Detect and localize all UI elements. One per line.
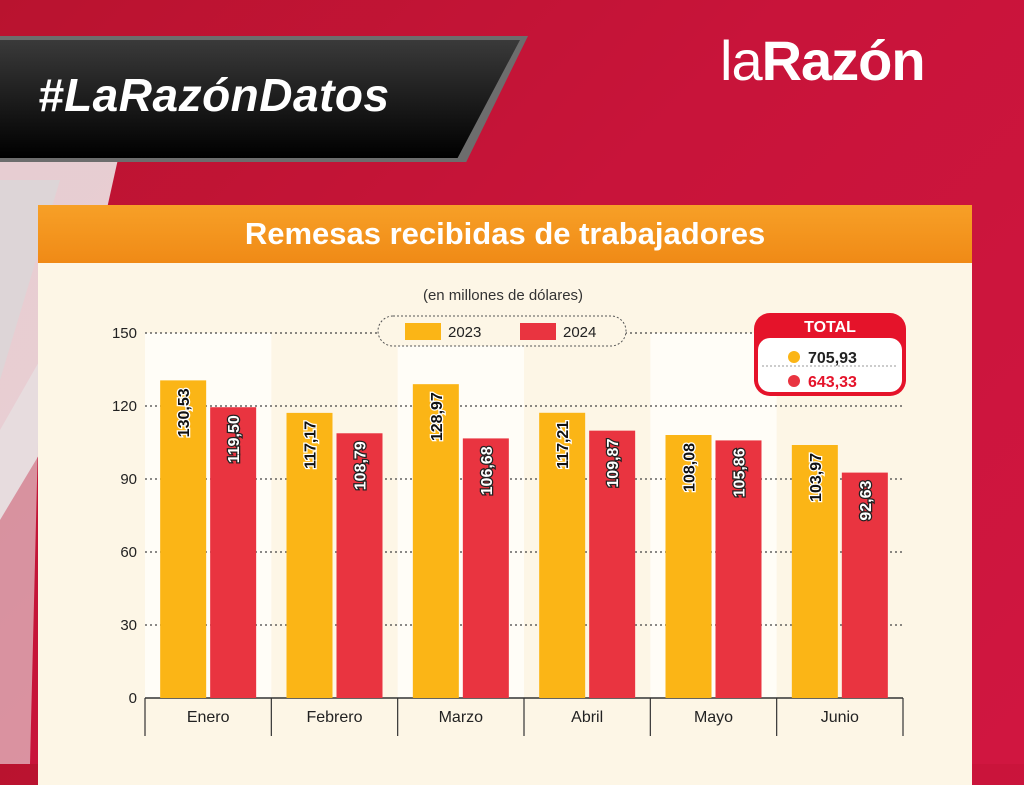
data-label-2024: 92,63	[858, 481, 875, 521]
x-tick-label: Abril	[571, 709, 603, 726]
totals-dot-2024	[788, 375, 800, 387]
y-tick-label: 120	[112, 398, 137, 415]
bar-2023	[160, 380, 207, 698]
bar-2023	[539, 412, 586, 698]
data-label-2024: 105,86	[732, 448, 749, 497]
y-tick-label: 90	[120, 471, 137, 488]
logo-light-text: la	[720, 29, 763, 92]
x-tick-label: Mayo	[694, 709, 733, 726]
data-label-2023: 130,53	[176, 388, 193, 437]
bar-2023	[412, 384, 459, 698]
totals-title: TOTAL	[804, 319, 856, 336]
hashtag-banner	[0, 40, 520, 158]
legend-label-2024: 2024	[563, 324, 596, 341]
data-label-2024: 109,87	[605, 439, 622, 488]
data-label-2024: 108,79	[353, 441, 370, 490]
totals-box: TOTAL 705,93 643,33	[754, 313, 906, 396]
y-tick-label: 150	[112, 325, 137, 342]
chart-title: Remesas recibidas de trabajadores	[244, 216, 766, 251]
x-tick-label: Marzo	[439, 709, 484, 726]
legend: 2023 2024	[377, 315, 627, 347]
totals-value-2023: 705,93	[808, 350, 857, 367]
y-tick-label: 60	[120, 544, 137, 561]
bar-2024	[715, 440, 762, 698]
bar-2024	[210, 407, 257, 698]
hashtag-label: #LaRazónDatos	[38, 69, 390, 121]
bar-2023	[286, 412, 333, 698]
bar-chart: 0 30 60 90 120 150 Enero Febrero Marzo Abril Mayo J…	[112, 287, 906, 736]
data-label-2023: 103,97	[808, 453, 825, 502]
data-label-2023: 128,97	[429, 392, 446, 441]
totals-dot-2023	[788, 351, 800, 363]
x-tick-label: Enero	[187, 709, 230, 726]
bar-2024	[589, 430, 636, 698]
data-label-2024: 119,50	[226, 415, 243, 463]
title-bar	[38, 205, 972, 263]
legend-swatch-2024	[520, 323, 556, 340]
bar-2024	[841, 472, 888, 698]
brand-logo: laRazón	[720, 28, 926, 93]
totals-value-2024: 643,33	[808, 374, 857, 391]
bar-2024	[462, 438, 509, 698]
logo-bold-text: Razón	[761, 29, 926, 92]
bar-2023	[791, 445, 838, 698]
bar-2024	[336, 433, 383, 698]
y-tick-label: 0	[129, 690, 137, 707]
chart-subtitle: (en millones de dólares)	[423, 287, 583, 304]
data-label-2023: 108,08	[682, 443, 699, 492]
data-label-2023: 117,21	[555, 421, 572, 469]
x-tick-label: Junio	[821, 709, 859, 726]
legend-swatch-2023	[405, 323, 441, 340]
data-label-2024: 106,68	[479, 446, 496, 495]
y-tick-label: 30	[120, 617, 137, 634]
x-tick-label: Febrero	[306, 709, 362, 726]
legend-label-2023: 2023	[448, 324, 481, 341]
bar-2023	[665, 435, 712, 698]
data-label-2023: 117,17	[303, 421, 320, 469]
